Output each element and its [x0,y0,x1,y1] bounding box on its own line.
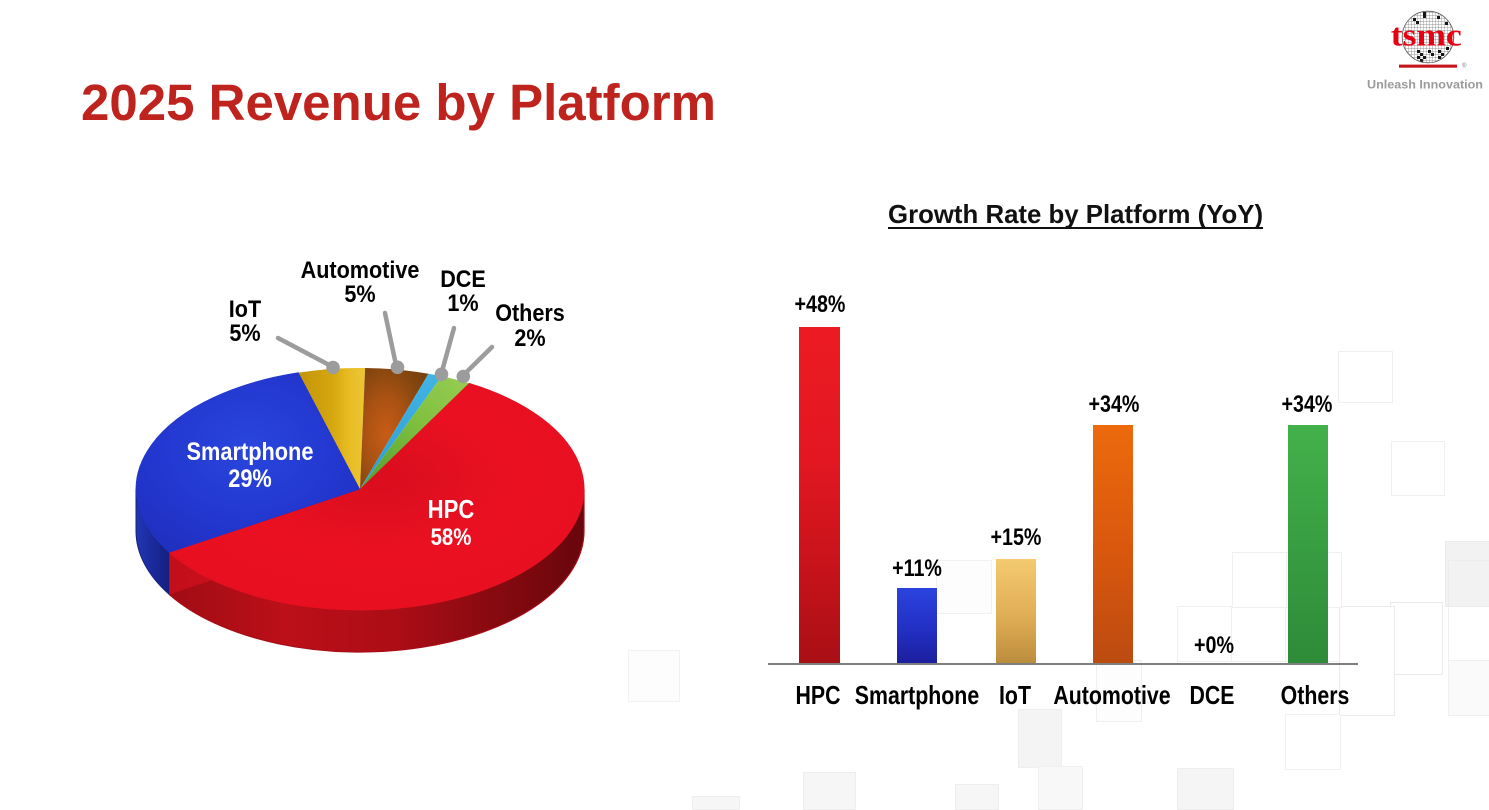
svg-text:tsmc: tsmc [1391,17,1462,53]
svg-text:Unleash Innovation: Unleash Innovation [1367,78,1483,92]
svg-text:®: ® [1462,63,1467,70]
